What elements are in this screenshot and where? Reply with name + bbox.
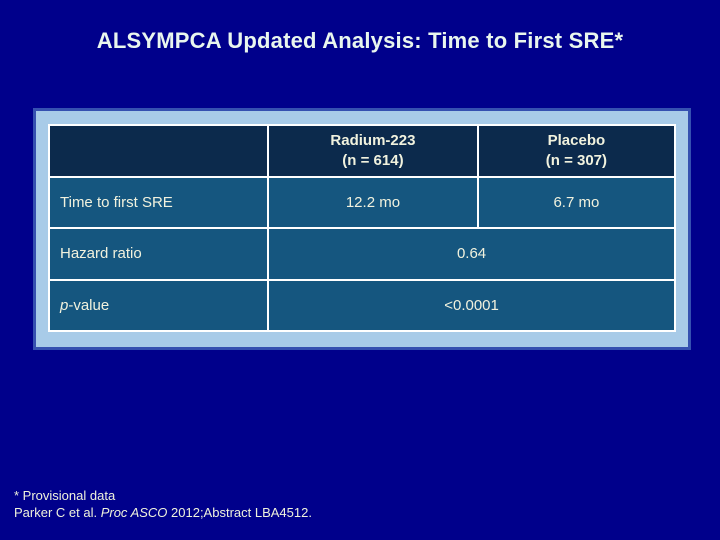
- time-to-sre-placebo-value: 6.7 mo: [476, 175, 677, 229]
- header-radium-name: Radium-223: [330, 131, 416, 149]
- p-value-value: <0.0001: [267, 278, 676, 332]
- results-table: Radium-223 (n = 614) Placebo (n = 307) T…: [47, 124, 677, 332]
- header-radium-n: (n = 614): [342, 151, 404, 169]
- p-value-label-suffix: -value: [68, 296, 110, 314]
- header-placebo-n: (n = 307): [545, 151, 608, 169]
- row-hazard-ratio: Hazard ratio 0.64: [47, 227, 676, 281]
- footnote: * Provisional data Parker C et al. Proc …: [14, 487, 312, 521]
- results-table-panel: Radium-223 (n = 614) Placebo (n = 307) T…: [33, 108, 691, 350]
- header-placebo-cell: Placebo (n = 307): [476, 124, 677, 178]
- footnote-citation-authors: Parker C et al.: [14, 505, 101, 520]
- slide-title: ALSYMPCA Updated Analysis: Time to First…: [96, 28, 624, 53]
- p-value-label: p-value: [47, 278, 270, 332]
- table-header-row: Radium-223 (n = 614) Placebo (n = 307): [47, 124, 677, 178]
- hazard-ratio-label: Hazard ratio: [47, 227, 270, 281]
- footnote-line2: Parker C et al. Proc ASCO 2012;Abstract …: [14, 504, 312, 521]
- row-p-value: p-value <0.0001: [47, 278, 676, 332]
- p-value-label-italic-p: p: [60, 296, 69, 314]
- time-to-sre-label: Time to first SRE: [47, 175, 270, 229]
- header-corner-cell: [47, 124, 270, 178]
- header-placebo-name: Placebo: [547, 131, 606, 149]
- time-to-sre-radium-value: 12.2 mo: [267, 175, 479, 229]
- footnote-citation-journal: Proc ASCO: [100, 505, 168, 520]
- header-radium-cell: Radium-223 (n = 614): [267, 124, 479, 178]
- row-time-to-sre: Time to first SRE 12.2 mo 6.7 mo: [47, 175, 677, 229]
- footnote-citation-rest: 2012;Abstract LBA4512.: [167, 505, 312, 520]
- hazard-ratio-value: 0.64: [267, 227, 676, 281]
- footnote-line1: * Provisional data: [14, 488, 116, 503]
